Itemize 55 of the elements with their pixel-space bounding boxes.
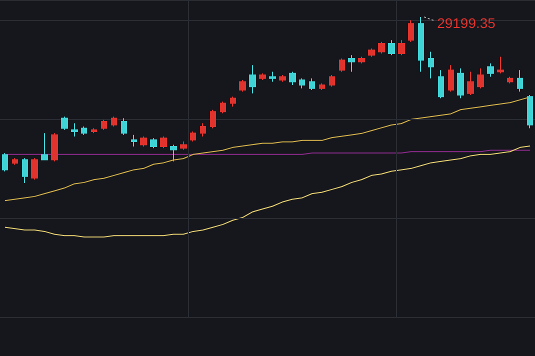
- candlestick: [12, 158, 18, 166]
- candlestick: [299, 78, 305, 89]
- candlestick: [131, 134, 137, 147]
- candlestick: [170, 144, 177, 162]
- candlestick: [140, 136, 147, 147]
- candlestick: [428, 51, 434, 79]
- candlestick: [51, 132, 58, 162]
- candlestick: [289, 71, 296, 86]
- candlestick: [210, 109, 216, 129]
- candlestick: [121, 118, 127, 136]
- candlestick: [378, 41, 385, 54]
- candlestick: [368, 48, 375, 58]
- candlestick: [101, 119, 107, 130]
- candlestick: [111, 116, 117, 128]
- candlestick: [348, 54, 355, 72]
- candlestick: [319, 82, 325, 90]
- candlestick: [180, 140, 187, 150]
- candlestick: [279, 74, 286, 82]
- candlestick: [457, 68, 464, 99]
- annotation: 29199.35: [437, 14, 496, 31]
- candlestick: [477, 68, 484, 89]
- candlestick: [358, 56, 365, 64]
- candlestick: [497, 56, 504, 74]
- candlestick: [71, 122, 78, 137]
- candlestick: [388, 40, 395, 56]
- candlestick: [448, 64, 454, 92]
- candlestick: [517, 70, 523, 92]
- candlestick: [309, 78, 315, 90]
- candlestick: [200, 122, 206, 137]
- candlestick: [41, 132, 48, 160]
- candlestick: [31, 158, 38, 180]
- candlestick: [339, 58, 345, 72]
- candlestick: [190, 131, 196, 142]
- candlestick: [249, 64, 256, 94]
- candlestick: [230, 96, 236, 108]
- candlestick: [91, 128, 97, 134]
- candlestick: [418, 16, 424, 72]
- candlestick: [398, 40, 405, 56]
- candlestick: [22, 158, 28, 184]
- candlestick: [269, 71, 276, 82]
- candlestick: [527, 94, 533, 129]
- candlestick: [239, 80, 246, 92]
- candlestick: [408, 20, 414, 42]
- candlestick: [160, 136, 167, 149]
- candlestick: [259, 72, 266, 81]
- candlestick: [2, 152, 8, 172]
- candlestick: [467, 71, 474, 96]
- candlestick: [329, 74, 335, 88]
- candlestick: [81, 126, 87, 136]
- candlestick: [150, 138, 157, 149]
- candlestick: [438, 70, 444, 99]
- candlestick: [507, 76, 513, 84]
- candlestick: [220, 101, 226, 114]
- candlestick: [61, 116, 68, 130]
- candlestick: [487, 62, 494, 78]
